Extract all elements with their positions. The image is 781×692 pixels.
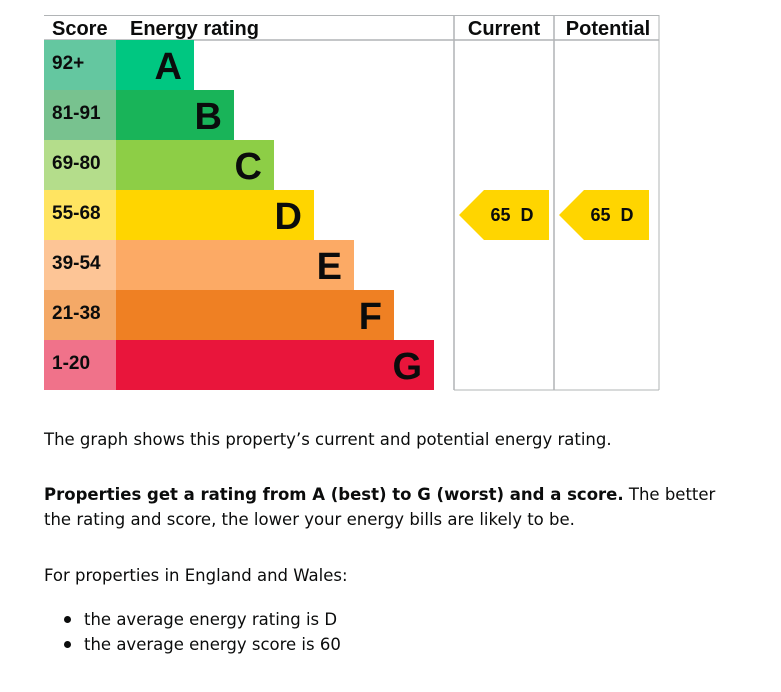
band-g-score-cell [44, 340, 116, 390]
energy-rating-chart: Score Energy rating Current Potential 92… [44, 15, 660, 391]
band-b-bar [116, 90, 234, 140]
average-intro: For properties in England and Wales: [44, 566, 348, 585]
band-f-bar [116, 290, 394, 340]
bullet-icon [64, 641, 71, 648]
band-d-letter: D [275, 196, 302, 238]
band-b-score-cell [44, 90, 116, 140]
band-e-score-cell [44, 240, 116, 290]
band-b-score-range: 81-91 [52, 103, 101, 124]
band-a-bar [116, 40, 194, 90]
band-d-bar [116, 190, 314, 240]
potential-rating-pointer-label: 65 D [590, 205, 633, 225]
rating-explanation-bold: Properties get a rating from A (best) to… [44, 485, 624, 504]
band-c-letter: C [235, 146, 262, 188]
band-c-score-cell [44, 140, 116, 190]
potential-rating-pointer-arrow [559, 190, 649, 240]
band-g: 1-20 G [44, 340, 434, 390]
chart-headers: Score Energy rating Current Potential [52, 18, 650, 40]
band-g-bar [116, 340, 434, 390]
header-score: Score [52, 18, 108, 40]
list-item: the average energy rating is D [44, 607, 341, 632]
chart-frame [44, 15, 660, 391]
band-b: 81-91 B [44, 90, 234, 140]
band-e: 39-54 E [44, 240, 354, 290]
potential-rating-pointer: 65 D [559, 190, 649, 240]
header-potential: Potential [566, 18, 650, 40]
bullet-icon [64, 616, 71, 623]
band-c-bar [116, 140, 274, 190]
header-energy-rating: Energy rating [130, 18, 259, 40]
band-f-letter: F [359, 296, 382, 338]
band-f-score-cell [44, 290, 116, 340]
band-f: 21-38 F [44, 290, 394, 340]
band-c: 69-80 C [44, 140, 274, 190]
band-a: 92+ A [44, 40, 194, 90]
band-g-score-range: 1-20 [52, 353, 90, 374]
band-d: 55-68 D [44, 190, 314, 240]
header-current: Current [468, 18, 541, 40]
average-score-text: the average energy score is 60 [84, 635, 341, 654]
band-d-score-cell [44, 190, 116, 240]
band-e-letter: E [317, 246, 342, 288]
list-item: the average energy score is 60 [44, 632, 341, 657]
rating-bands: 92+ A 81-91 B 69-80 C 55-68 D 39-54 E 21-38 F 1-20 G [44, 40, 434, 390]
average-rating-text: the average energy rating is D [84, 610, 338, 629]
band-a-score-cell [44, 40, 116, 90]
chart-description: The graph shows this property’s current … [44, 430, 612, 449]
average-list: the average energy rating is D the avera… [44, 607, 341, 657]
rating-explanation: Properties get a rating from A (best) to… [44, 482, 744, 532]
current-rating-pointer-label: 65 D [490, 205, 533, 225]
band-c-score-range: 69-80 [52, 153, 101, 174]
band-d-score-range: 55-68 [52, 203, 101, 224]
band-a-score-range: 92+ [52, 53, 84, 74]
band-e-bar [116, 240, 354, 290]
band-f-score-range: 21-38 [52, 303, 101, 324]
rating-pointers: 65 D 65 D [459, 190, 649, 240]
band-b-letter: B [195, 96, 222, 138]
current-rating-pointer-arrow [459, 190, 549, 240]
current-rating-pointer: 65 D [459, 190, 549, 240]
band-a-letter: A [155, 46, 182, 88]
band-e-score-range: 39-54 [52, 253, 101, 274]
rating-explanation-rest: The better the rating and score, the low… [44, 485, 716, 529]
band-g-letter: G [392, 346, 422, 388]
